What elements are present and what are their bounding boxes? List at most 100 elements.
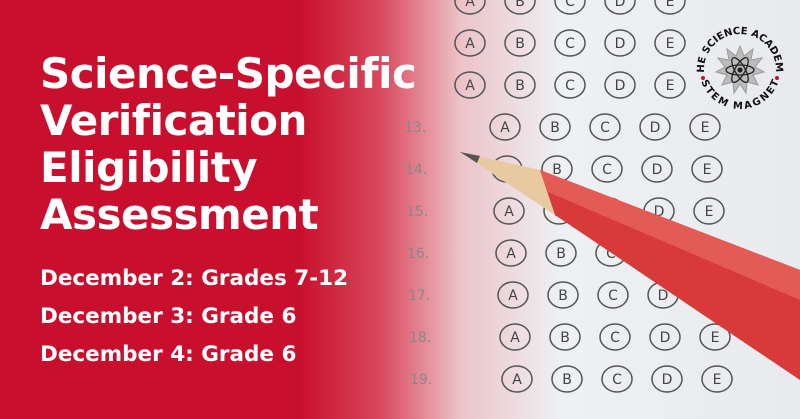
question-number: 14.	[405, 162, 427, 178]
date-item: December 3: Grade 6	[40, 304, 297, 329]
answer-bubble	[454, 29, 486, 57]
answer-bubble	[654, 71, 686, 99]
question-number: 17.	[408, 288, 430, 304]
bubble-letter: B	[558, 288, 568, 304]
bubble-letter: C	[565, 36, 575, 52]
date-list: December 2: Grades 7-12 December 3: Grad…	[40, 260, 348, 374]
headline: Science-Specific Verification Eligibilit…	[40, 49, 417, 239]
bubble-letter: C	[600, 120, 610, 136]
answer-bubble	[495, 239, 527, 267]
answer-bubble	[504, 71, 536, 99]
question-number: 16.	[407, 246, 429, 262]
atom-icon	[725, 56, 755, 84]
answer-bubble	[591, 155, 623, 183]
bubble-letter: D	[658, 288, 669, 304]
bubble-letter: B	[560, 330, 570, 346]
bubble-letter: B	[515, 0, 525, 10]
bubble-letter: C	[565, 0, 575, 10]
answer-sheet-photo: A B C D E A B C D E A B C D E 13. A B C D E 14. A B C D E 15. A B C D E 1…	[404, 0, 800, 393]
bubble-letter: D	[615, 78, 626, 94]
headline-line: Science-Specific	[40, 49, 417, 98]
answer-bubble	[504, 29, 536, 57]
answer-bubble	[539, 113, 571, 141]
answer-bubble	[493, 197, 525, 225]
bubble-letter: D	[662, 372, 673, 388]
answer-bubble	[701, 365, 733, 393]
answer-bubble	[499, 323, 531, 351]
bubble-letter: B	[556, 246, 566, 262]
answer-bubble	[604, 71, 636, 99]
date-item: December 4: Grade 6	[40, 342, 297, 367]
answer-bubble	[489, 113, 521, 141]
bubble-letter: D	[652, 162, 663, 178]
bubble-letter: E	[711, 330, 720, 346]
answer-bubble	[699, 323, 731, 351]
bubble-letter: A	[465, 36, 475, 52]
bubble-letter: C	[565, 78, 575, 94]
bubble-letter: B	[562, 372, 572, 388]
answer-bubble	[641, 155, 673, 183]
answer-bubble	[639, 113, 671, 141]
answer-bubble	[547, 281, 579, 309]
pencil-image	[460, 152, 800, 380]
answer-bubble	[454, 0, 486, 15]
answer-bubble	[597, 281, 629, 309]
bubble-letter: B	[550, 120, 560, 136]
bubble-letter: B	[515, 36, 525, 52]
bubble-letter: A	[508, 288, 518, 304]
bubble-letter: D	[615, 36, 626, 52]
headline-line: Assessment	[40, 190, 319, 239]
answer-bubble	[504, 0, 536, 15]
bubble-letter: B	[515, 78, 525, 94]
bubble-letter: D	[615, 0, 626, 10]
answer-bubble	[604, 0, 636, 15]
answer-bubble	[454, 71, 486, 99]
answer-bubble	[654, 0, 686, 15]
answer-bubble	[549, 323, 581, 351]
answer-bubble	[691, 155, 723, 183]
bubble-letter: C	[610, 330, 620, 346]
bubble-letter: E	[666, 36, 675, 52]
bubble-letter: A	[512, 372, 522, 388]
bubble-letter: E	[666, 0, 675, 10]
bubble-letter: C	[608, 288, 618, 304]
answer-bubble	[554, 29, 586, 57]
question-number: 18.	[409, 330, 431, 346]
answer-bubble	[601, 365, 633, 393]
question-number: 19.	[410, 372, 432, 388]
answer-bubble	[545, 239, 577, 267]
date-item: December 2: Grades 7-12	[40, 266, 349, 291]
bubble-letter: D	[654, 204, 665, 220]
answer-bubble	[551, 365, 583, 393]
answer-bubble	[649, 323, 681, 351]
answer-bubble	[604, 29, 636, 57]
question-number: 15.	[406, 204, 428, 220]
bubble-letter: A	[506, 246, 516, 262]
answer-bubble	[589, 113, 621, 141]
bubble-letter: A	[510, 330, 520, 346]
headline-line: Verification	[40, 96, 307, 145]
bubble-letter: A	[500, 120, 510, 136]
answer-bubble	[689, 113, 721, 141]
bubble-letter: C	[606, 246, 616, 262]
bubble-letter: B	[552, 162, 562, 178]
answer-bubble	[599, 323, 631, 351]
answer-bubble	[693, 197, 725, 225]
bubble-letter: A	[465, 0, 475, 10]
answer-bubble	[554, 71, 586, 99]
bubble-letter: C	[612, 372, 622, 388]
headline-line: Eligibility	[40, 143, 258, 192]
bubble-letter: D	[650, 120, 661, 136]
bubble-letter: E	[701, 120, 710, 136]
bubble-letter: A	[465, 78, 475, 94]
bubble-letter: E	[705, 204, 714, 220]
question-number: 13.	[404, 120, 426, 136]
science-academy-logo: THE SCIENCE ACADEMY STEM MAGNET	[690, 18, 784, 112]
answer-bubble	[497, 281, 529, 309]
bubble-letter: E	[666, 78, 675, 94]
bubble-letter: E	[703, 162, 712, 178]
answer-bubble	[651, 365, 683, 393]
answer-bubble	[554, 0, 586, 15]
bubble-letter: A	[504, 204, 514, 220]
